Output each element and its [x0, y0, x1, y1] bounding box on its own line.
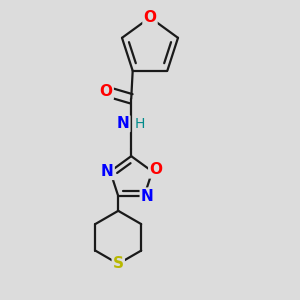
Text: H: H	[134, 117, 145, 131]
Text: O: O	[149, 162, 162, 177]
Text: O: O	[100, 84, 113, 99]
Text: O: O	[143, 10, 157, 25]
Text: N: N	[101, 164, 114, 179]
Text: N: N	[117, 116, 129, 131]
Text: S: S	[113, 256, 124, 271]
Text: N: N	[141, 189, 154, 204]
